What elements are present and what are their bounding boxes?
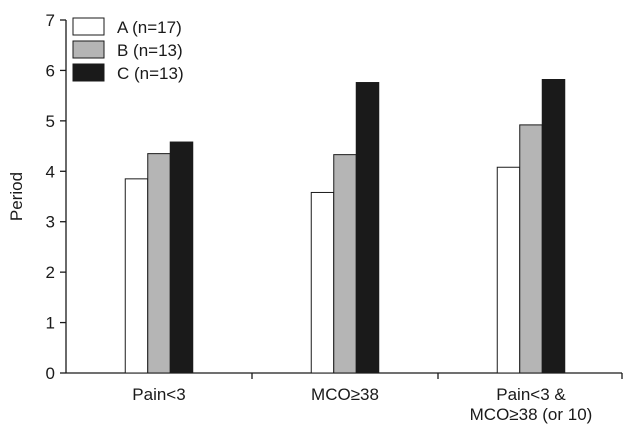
y-tick-label: 5 bbox=[46, 112, 55, 131]
y-tick-label: 7 bbox=[46, 11, 55, 30]
y-tick-label: 0 bbox=[46, 364, 55, 383]
y-tick-label: 1 bbox=[46, 314, 55, 333]
bars bbox=[124, 79, 566, 374]
legend: A (n=17) B (n=13) C (n=13) bbox=[72, 17, 184, 83]
bar bbox=[124, 178, 149, 374]
x-tick-label: MCO≥38 (or 10) bbox=[470, 405, 593, 424]
legend-swatch bbox=[72, 17, 105, 36]
y-tick-label: 3 bbox=[46, 213, 55, 232]
bar bbox=[310, 191, 335, 374]
x-tick-label: MCO≥38 bbox=[311, 385, 379, 404]
y-tick-label: 4 bbox=[46, 162, 55, 181]
bar bbox=[496, 166, 521, 374]
y-axis-title: Period bbox=[7, 172, 26, 221]
bar bbox=[541, 79, 566, 374]
legend-label: A (n=17) bbox=[117, 18, 182, 37]
bar bbox=[333, 154, 357, 374]
bar bbox=[147, 153, 171, 374]
x-tick-label: Pain<3 bbox=[132, 385, 185, 404]
y-tick-label: 6 bbox=[46, 61, 55, 80]
legend-swatch bbox=[72, 40, 105, 59]
legend-label: C (n=13) bbox=[117, 64, 184, 83]
legend-label: B (n=13) bbox=[117, 41, 183, 60]
axes: 0 1 2 3 4 5 6 7 Period Pain<3 MCO≥38 Pain<3 &MCO≥38… bbox=[7, 11, 623, 424]
x-tick-label: Pain<3 & bbox=[496, 385, 566, 404]
bar bbox=[355, 82, 380, 374]
y-tick-label: 2 bbox=[46, 263, 55, 282]
bar bbox=[519, 124, 543, 374]
legend-swatch bbox=[72, 63, 105, 82]
bar bbox=[169, 141, 194, 374]
